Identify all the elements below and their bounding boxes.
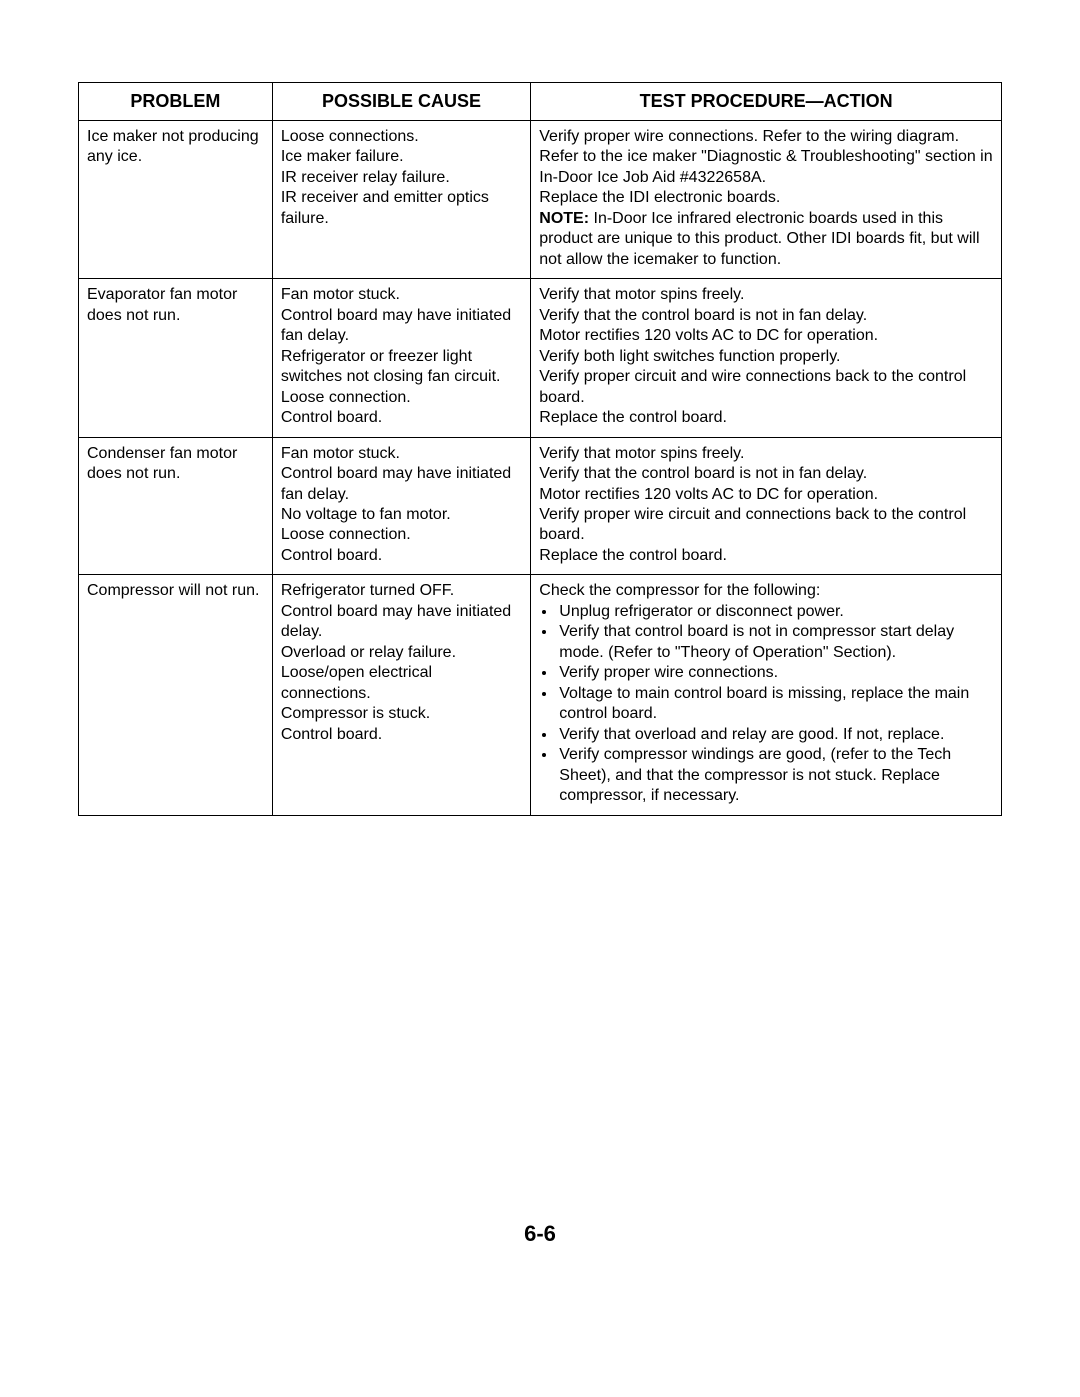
header-action: TEST PROCEDURE—ACTION bbox=[531, 83, 1002, 121]
action-bullet: Unplug refrigerator or disconnect power. bbox=[557, 602, 993, 622]
header-problem: PROBLEM bbox=[79, 83, 273, 121]
cell-cause: Refrigerator turned OFF.Control board ma… bbox=[272, 575, 530, 815]
action-bullet: Verify compressor windings are good, (re… bbox=[557, 745, 993, 806]
action-bullet-list: Unplug refrigerator or disconnect power.… bbox=[539, 602, 993, 807]
cause-text: Fan motor stuck.Control board may have i… bbox=[281, 285, 522, 428]
action-bullet: Verify that overload and relay are good.… bbox=[557, 725, 993, 745]
header-cause: POSSIBLE CAUSE bbox=[272, 83, 530, 121]
table-row: Evaporator fan motor does not run. Fan mo… bbox=[79, 279, 1002, 437]
cell-action: Verify proper wire connections. Refer to… bbox=[531, 121, 1002, 279]
problem-text: Evaporator fan motor does not run. bbox=[87, 285, 264, 326]
table-row: Compressor will not run. Refrigerator tur… bbox=[79, 575, 1002, 815]
table-body: Ice maker not producing any ice. Loose co… bbox=[79, 121, 1002, 816]
note-label: NOTE: bbox=[539, 210, 589, 227]
problem-text: Condenser fan motor does not run. bbox=[87, 444, 264, 485]
cell-cause: Fan motor stuck.Control board may have i… bbox=[272, 437, 530, 575]
cell-action: Check the compressor for the following:U… bbox=[531, 575, 1002, 815]
cell-action: Verify that motor spins freely.Verify th… bbox=[531, 437, 1002, 575]
table-header-row: PROBLEM POSSIBLE CAUSE TEST PROCEDURE—AC… bbox=[79, 83, 1002, 121]
cell-problem: Compressor will not run. bbox=[79, 575, 273, 815]
cell-action: Verify that motor spins freely.Verify th… bbox=[531, 279, 1002, 437]
cell-problem: Evaporator fan motor does not run. bbox=[79, 279, 273, 437]
cell-cause: Loose connections.Ice maker failure.IR r… bbox=[272, 121, 530, 279]
action-text: Check the compressor for the following:U… bbox=[539, 581, 993, 806]
action-text: Verify proper wire connections. Refer to… bbox=[539, 127, 993, 270]
action-bullet: Verify proper wire connections. bbox=[557, 663, 993, 683]
problem-text: Compressor will not run. bbox=[87, 581, 264, 601]
table-row: Condenser fan motor does not run. Fan mot… bbox=[79, 437, 1002, 575]
cause-text: Loose connections.Ice maker failure.IR r… bbox=[281, 127, 522, 229]
action-bullet: Verify that control board is not in comp… bbox=[557, 622, 993, 663]
problem-text: Ice maker not producing any ice. bbox=[87, 127, 264, 168]
action-text: Verify that motor spins freely.Verify th… bbox=[539, 285, 993, 428]
table-row: Ice maker not producing any ice. Loose co… bbox=[79, 121, 1002, 279]
troubleshooting-table: PROBLEM POSSIBLE CAUSE TEST PROCEDURE—AC… bbox=[78, 82, 1002, 816]
cell-problem: Ice maker not producing any ice. bbox=[79, 121, 273, 279]
cause-text: Refrigerator turned OFF.Control board ma… bbox=[281, 581, 522, 745]
cell-cause: Fan motor stuck.Control board may have i… bbox=[272, 279, 530, 437]
cell-problem: Condenser fan motor does not run. bbox=[79, 437, 273, 575]
cause-text: Fan motor stuck.Control board may have i… bbox=[281, 444, 522, 567]
page-container: PROBLEM POSSIBLE CAUSE TEST PROCEDURE—AC… bbox=[0, 0, 1080, 1397]
action-text: Verify that motor spins freely.Verify th… bbox=[539, 444, 993, 567]
action-bullet: Voltage to main control board is missing… bbox=[557, 684, 993, 725]
page-number: 6-6 bbox=[0, 1221, 1080, 1247]
